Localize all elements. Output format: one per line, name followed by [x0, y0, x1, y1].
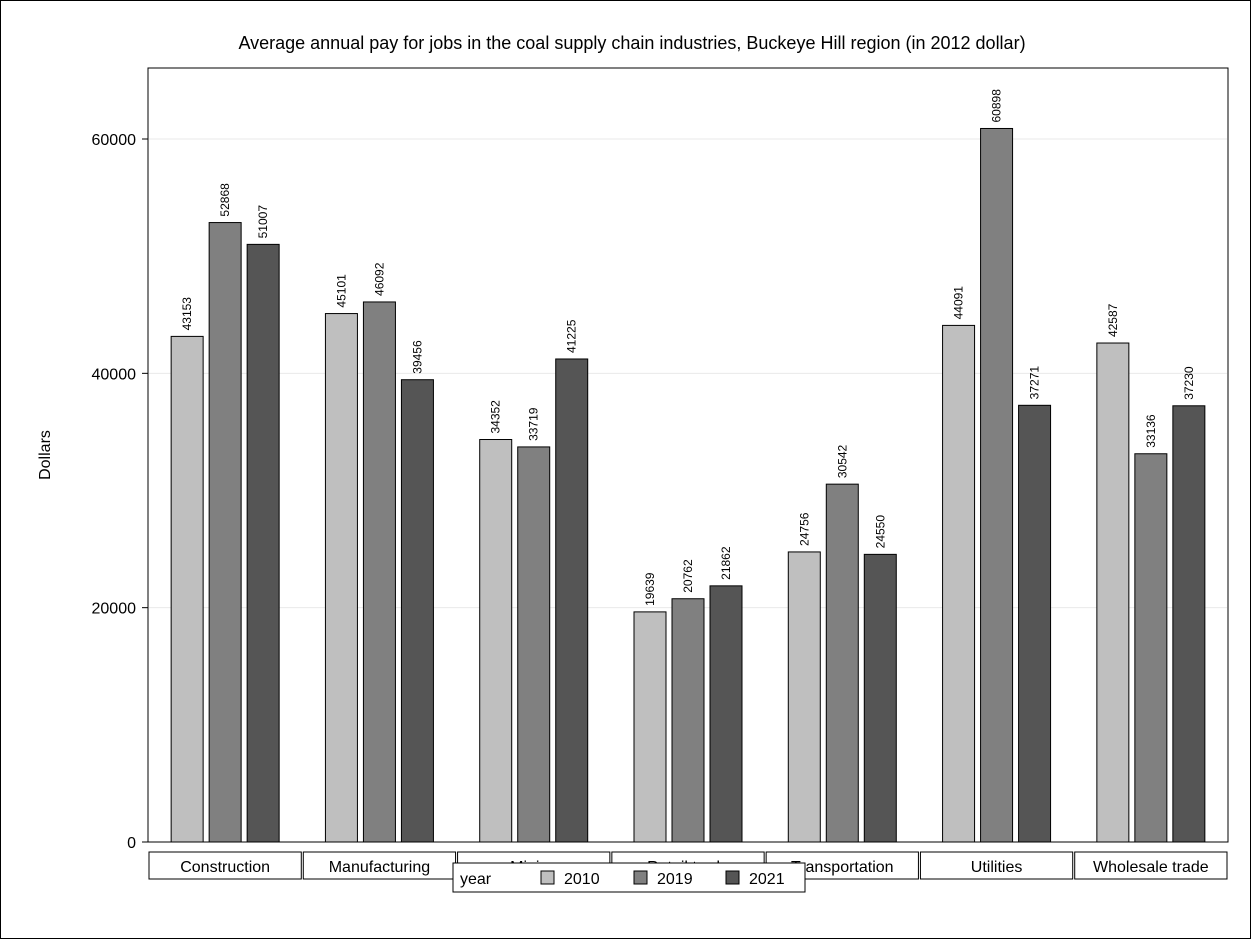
- bar-value-label: 43153: [180, 297, 194, 331]
- y-tick-label: 0: [127, 835, 136, 852]
- category-label-box: [1074, 851, 1228, 880]
- bar-value-label: 46092: [372, 262, 386, 296]
- bar-2010: [633, 611, 667, 843]
- bar-2021: [1172, 405, 1206, 843]
- bar-2019: [362, 301, 396, 843]
- bar-2010: [942, 324, 976, 843]
- value-labels: 43153 52868 51007 45101 46092 39456 34352 33719…: [180, 89, 1196, 606]
- bar-2021: [863, 553, 897, 843]
- bar-2019: [517, 446, 551, 843]
- y-ticks: 0 20000 40000 60000: [92, 132, 148, 852]
- y-tick-label: 60000: [92, 132, 137, 149]
- y-axis-label: Dollars: [37, 430, 54, 480]
- bar-2019: [671, 598, 705, 843]
- legend-title: year: [460, 871, 492, 888]
- bar-value-label: 60898: [990, 89, 1004, 123]
- bar-value-label: 24550: [873, 515, 887, 549]
- bar-value-label: 37230: [1182, 366, 1196, 400]
- bar-value-label: 39456: [410, 340, 424, 374]
- chart-title: Average annual pay for jobs in the coal …: [238, 33, 1025, 53]
- bar-2021: [555, 358, 589, 843]
- gridlines: [149, 138, 1227, 609]
- bar-2010: [787, 551, 821, 843]
- legend-label: 2019: [657, 871, 693, 888]
- category-label-box: [302, 851, 457, 880]
- bar-value-label: 33719: [527, 407, 541, 441]
- bar-value-label: 44091: [952, 286, 966, 320]
- y-tick-label: 40000: [92, 366, 137, 383]
- bar-value-label: 37271: [1028, 366, 1042, 400]
- bar-2021: [400, 379, 434, 843]
- bar-value-label: 33136: [1144, 414, 1158, 448]
- category-label: Manufacturing: [329, 859, 430, 876]
- legend-swatch-2010: [540, 870, 555, 885]
- legend-swatch-2019: [633, 870, 648, 885]
- bar-2010: [170, 335, 204, 843]
- category-label-box: [919, 851, 1074, 880]
- bars-group: [170, 127, 1206, 843]
- category-label: Construction: [180, 859, 270, 876]
- bar-value-label: 51007: [256, 205, 270, 239]
- legend-label: 2010: [564, 871, 600, 888]
- bar-value-label: 45101: [334, 274, 348, 308]
- bar-value-label: 21862: [719, 546, 733, 580]
- bar-value-label: 34352: [489, 400, 503, 434]
- bar-2019: [1134, 453, 1168, 843]
- bar-value-label: 30542: [835, 444, 849, 478]
- bar-value-label: 19639: [643, 572, 657, 606]
- category-label: Utilities: [971, 859, 1023, 876]
- bar-2019: [208, 222, 242, 843]
- legend: year 2010 2019 2021: [452, 862, 806, 893]
- y-tick-label: 20000: [92, 601, 137, 618]
- category-label-box: [148, 851, 302, 880]
- bar-value-label: 24756: [797, 512, 811, 546]
- category-label: Wholesale trade: [1093, 859, 1209, 876]
- bar-2021: [1018, 404, 1052, 843]
- bar-value-label: 42587: [1106, 303, 1120, 337]
- bar-2010: [324, 313, 358, 843]
- bar-2010: [479, 439, 513, 843]
- plot-area: [147, 67, 1229, 843]
- legend-box: [452, 862, 806, 893]
- bar-2010: [1096, 342, 1130, 843]
- bar-2019: [980, 127, 1014, 843]
- category-label: Transportation: [791, 859, 894, 876]
- bar-value-label: 20762: [681, 559, 695, 593]
- legend-label: 2021: [749, 871, 785, 888]
- bar-2021: [709, 585, 743, 843]
- bar-value-label: 52868: [218, 183, 232, 217]
- bar-2021: [246, 243, 280, 843]
- bar-value-label: 41225: [565, 319, 579, 353]
- legend-swatch-2021: [725, 870, 740, 885]
- bar-2019: [825, 483, 859, 843]
